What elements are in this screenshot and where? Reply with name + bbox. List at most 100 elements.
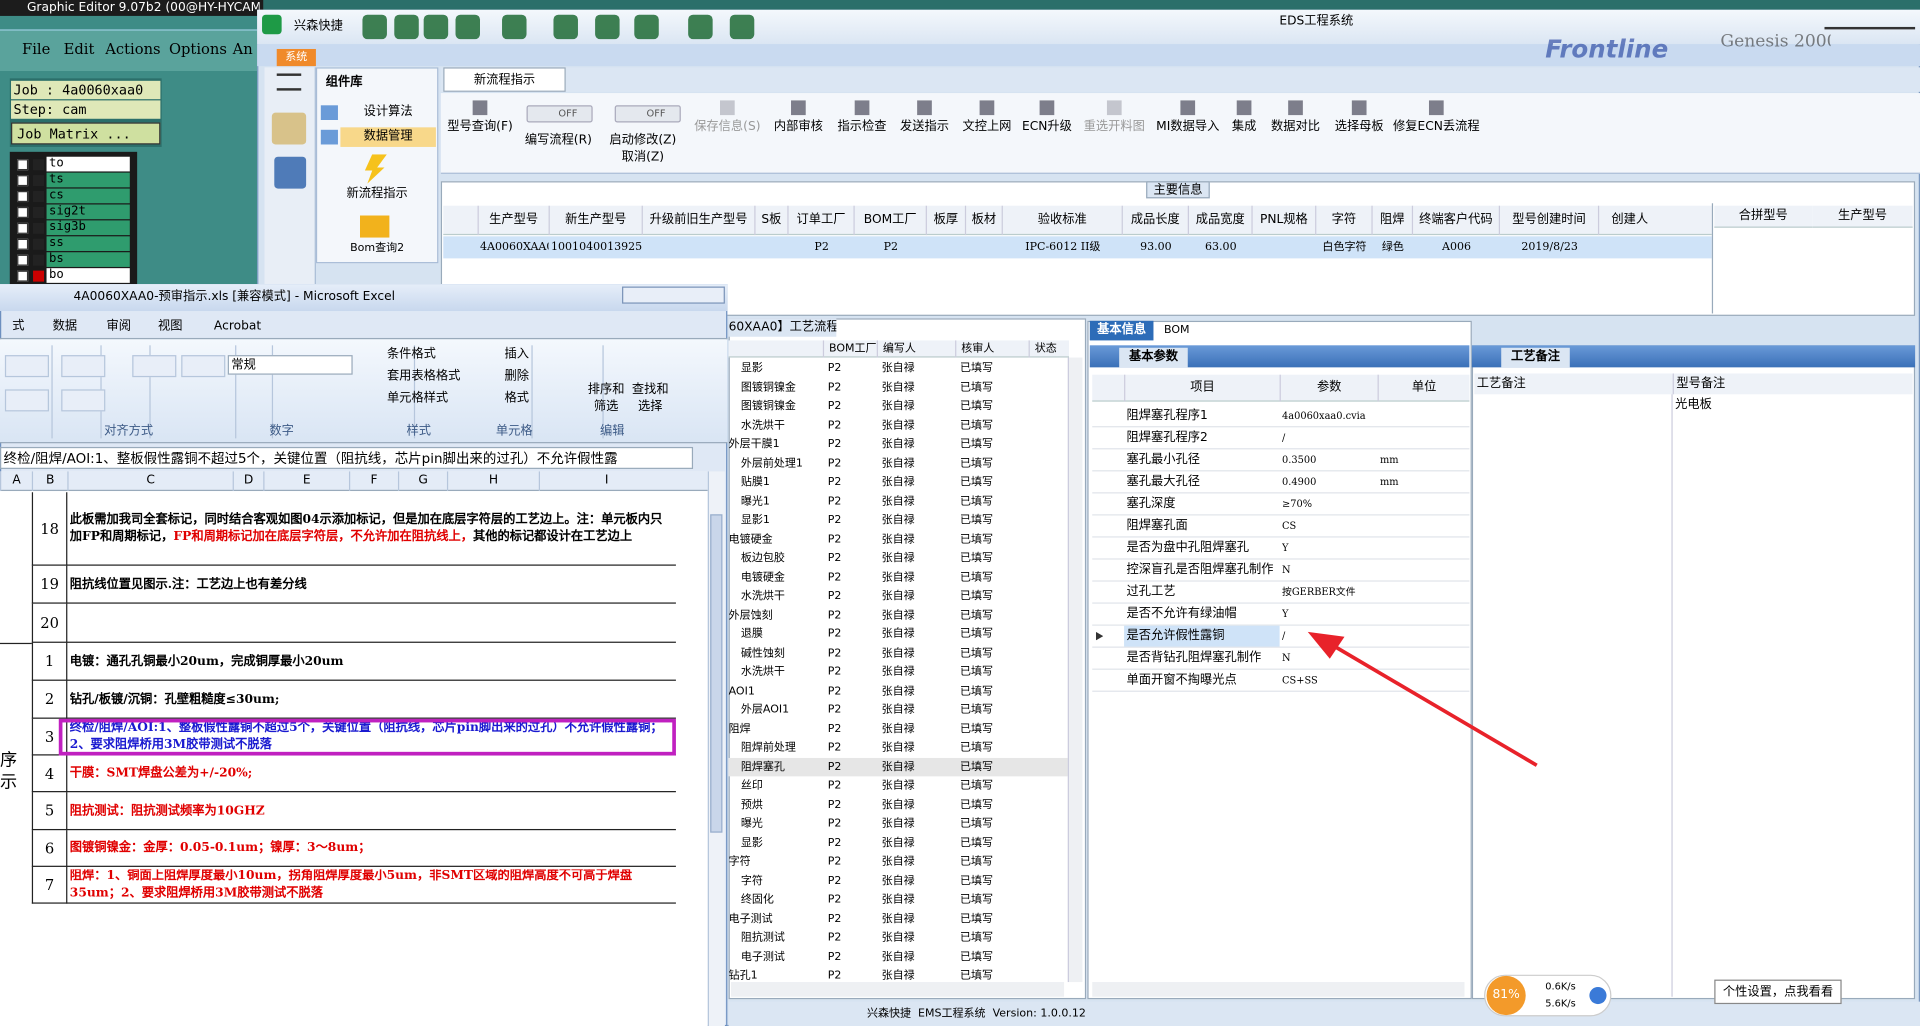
column-header[interactable]: 生产型号	[477, 205, 549, 236]
table-cell[interactable]: 外层干膜1	[728, 438, 780, 451]
layer-name[interactable]: ss	[46, 236, 130, 252]
tooltip[interactable]: 个性设置，点我看看	[1714, 979, 1842, 1005]
hamburger[interactable]	[276, 73, 302, 91]
tab[interactable]: 基本信息	[1089, 320, 1154, 341]
column-header[interactable]: 项目	[1124, 374, 1280, 402]
table-cell[interactable]: 外层前处理1	[740, 457, 803, 470]
table-cell[interactable]: 电子测试	[728, 912, 773, 926]
table-cell[interactable]: 图镀铜镍金	[740, 381, 796, 394]
table-cell[interactable]: 阻焊塞孔	[740, 761, 785, 774]
layer-checkbox[interactable]	[17, 191, 29, 203]
table-cell[interactable]: 电镀硬金	[740, 571, 785, 584]
toolbar-button[interactable]: 取消(Z)	[621, 150, 665, 165]
column-header[interactable]: I	[538, 471, 674, 492]
toolbar-button[interactable]: 保存信息(S)	[694, 120, 761, 134]
table-cell[interactable]: N	[1282, 652, 1291, 664]
ribbon-button[interactable]	[181, 355, 226, 378]
menu-item[interactable]: Options	[168, 40, 227, 58]
column-header[interactable]: 型号创建时间	[1498, 205, 1598, 236]
column-header[interactable]: 新生产型号	[548, 205, 642, 236]
column-header[interactable]: G	[397, 471, 447, 492]
toolbar-button[interactable]: 内部审核	[773, 120, 823, 134]
table-cell[interactable]: 曝光1	[740, 495, 770, 508]
side-item[interactable]: 数据管理	[340, 127, 436, 147]
table-cell[interactable]: 板边包胶	[740, 552, 785, 565]
boost-button[interactable]	[1589, 986, 1607, 1005]
menu-item[interactable]: An	[232, 40, 253, 58]
ribbon-tab[interactable]: 审阅	[106, 319, 132, 334]
ribbon-button[interactable]	[4, 389, 49, 412]
column-header[interactable]: 状态	[1028, 340, 1068, 358]
table-cell[interactable]: 显影1	[740, 514, 770, 527]
column-header[interactable]: 终端客户代码	[1411, 205, 1499, 236]
table-cell[interactable]: 预烘	[740, 798, 763, 812]
toolbar-button[interactable]: 选择母板	[1334, 120, 1384, 134]
toolbar-icon[interactable]	[502, 14, 527, 40]
toolbar-button[interactable]: MI数据导入	[1156, 120, 1220, 134]
ribbon-tab[interactable]: 式	[12, 319, 25, 334]
table-cell[interactable]: 字符	[740, 874, 763, 888]
column-header[interactable]: 参数	[1279, 374, 1378, 402]
toolbar-icon[interactable]	[362, 14, 387, 40]
layer-checkbox[interactable]	[17, 206, 29, 218]
ribbon-button[interactable]	[61, 355, 106, 378]
column-header[interactable]: A	[0, 471, 32, 492]
table-cell[interactable]: /	[1282, 630, 1286, 642]
table-cell[interactable]: /	[1282, 432, 1286, 444]
table-cell[interactable]: 阻焊前处理	[740, 742, 796, 755]
column-header[interactable]: F	[348, 471, 398, 492]
side-tool[interactable]: Bom查询2	[350, 242, 405, 255]
menu-item[interactable]: Edit	[63, 40, 95, 58]
toolbar-icon[interactable]	[634, 14, 659, 40]
ribbon-button[interactable]: 插入	[504, 347, 529, 362]
column-header[interactable]: 阻焊	[1371, 205, 1411, 236]
document-tab[interactable]: 新流程指示	[443, 67, 566, 92]
column-header[interactable]: 单位	[1377, 374, 1470, 402]
number-format-box[interactable]: 常规	[227, 355, 353, 375]
table-cell[interactable]: CS+SS	[1282, 674, 1318, 686]
table-cell[interactable]: ≥70%	[1282, 498, 1313, 510]
table-cell[interactable]: 图镀铜镍金	[740, 400, 796, 413]
toolbar-button[interactable]: 数据对比	[1271, 120, 1321, 134]
table-cell[interactable]: 退膜	[740, 628, 763, 641]
ribbon-button[interactable]	[132, 355, 177, 378]
column-header[interactable]: 成品长度	[1121, 205, 1188, 236]
scrollbar-thumb[interactable]	[710, 514, 723, 833]
ribbon-button[interactable]	[61, 389, 106, 412]
yx-icon[interactable]	[271, 112, 307, 145]
toolbar-icon[interactable]	[423, 14, 449, 40]
layer-name[interactable]: sig3b	[46, 220, 130, 236]
table-cell[interactable]: AOI1	[728, 685, 755, 698]
toolbar-button[interactable]: 编写流程(R)	[524, 133, 592, 147]
toolbar-icon[interactable]	[595, 14, 620, 40]
column-header[interactable]: 合拼型号	[1714, 205, 1813, 228]
table-cell[interactable]: 外层蚀刻	[728, 609, 773, 622]
layer-name[interactable]: ts	[46, 172, 130, 188]
table-cell[interactable]: 外层AOI1	[740, 704, 790, 717]
toolbar-icon[interactable]	[455, 14, 481, 40]
toolbar-icon[interactable]	[394, 14, 419, 40]
column-header[interactable]: S板	[754, 205, 787, 236]
column-header[interactable]: 生产型号	[1812, 205, 1913, 228]
menu-item[interactable]: File	[22, 40, 51, 58]
table-cell[interactable]: 终固化	[740, 893, 774, 907]
toolbar-button[interactable]: ECN升级	[1021, 120, 1072, 134]
column-header[interactable]: H	[446, 471, 539, 492]
layer-checkbox[interactable]	[17, 270, 29, 282]
table-cell[interactable]: 0.4900	[1282, 476, 1317, 488]
column-header[interactable]: 型号备注	[1672, 373, 1913, 395]
toolbar-icon[interactable]	[729, 14, 755, 40]
calc-icon[interactable]	[274, 156, 307, 189]
toolbar-button[interactable]: 型号查询(F)	[447, 120, 513, 134]
toggle-track[interactable]	[614, 105, 681, 123]
layer-name[interactable]: bs	[46, 252, 130, 267]
toolbar-button[interactable]: 发送指示	[900, 120, 949, 134]
layer-checkbox[interactable]	[17, 159, 29, 171]
table-cell[interactable]: 水洗烘干	[740, 590, 785, 603]
ribbon-button[interactable]: 删除	[504, 369, 529, 384]
column-header[interactable]: 板材	[964, 205, 1002, 236]
column-header[interactable]: BOM工厂	[822, 340, 877, 358]
ribbon-button[interactable]: 条件格式	[386, 347, 436, 362]
column-header[interactable]: 字符	[1315, 205, 1371, 236]
side-tool[interactable]: 新流程指示	[346, 187, 408, 201]
